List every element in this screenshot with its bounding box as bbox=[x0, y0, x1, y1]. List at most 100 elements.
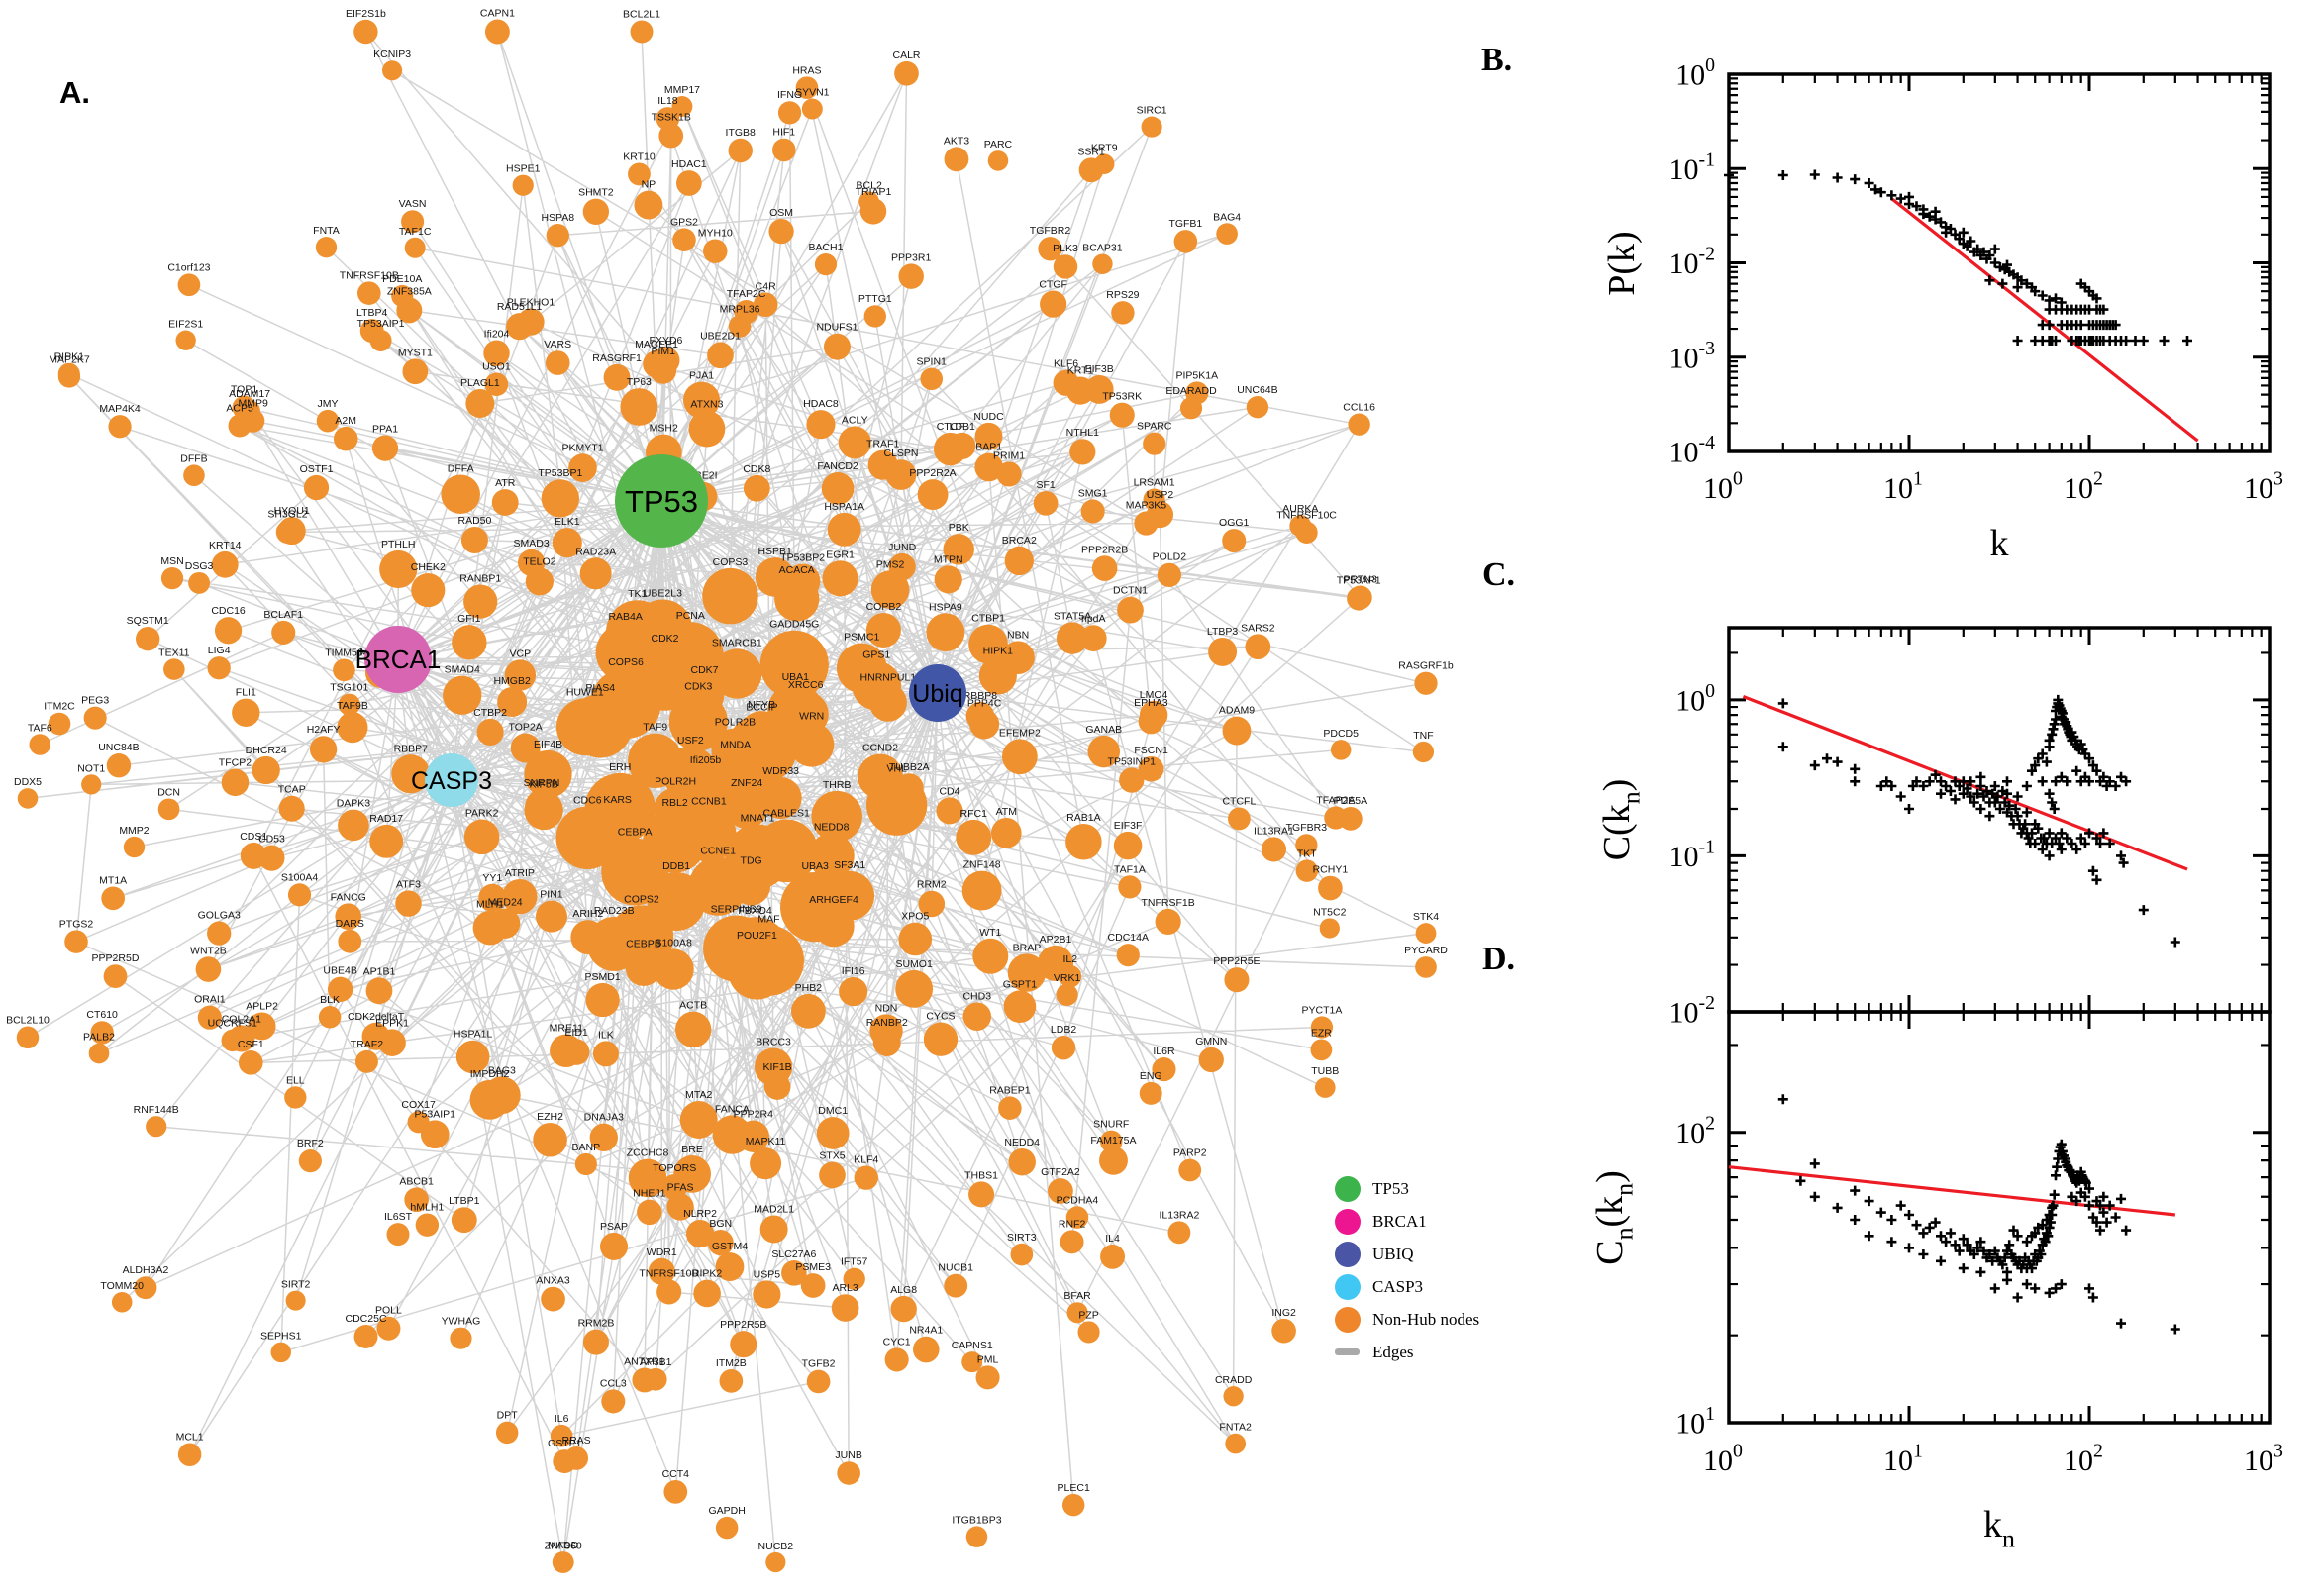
gene-node bbox=[719, 1369, 744, 1393]
gene-label: RNF2 bbox=[1059, 1218, 1086, 1230]
gene-node bbox=[1143, 432, 1166, 455]
gene-label: HMGB2 bbox=[493, 675, 531, 687]
hub-label-tp53: TP53 bbox=[625, 484, 698, 519]
gene-label: PLEKHO1 bbox=[507, 296, 556, 308]
gene-label: NFYB bbox=[748, 699, 775, 711]
gene-node bbox=[663, 1479, 688, 1504]
gene-node bbox=[1224, 967, 1250, 993]
gene-label: NHEJ1 bbox=[633, 1188, 665, 1200]
gene-label: CYCS bbox=[926, 1011, 955, 1023]
gene-label: POU2F1 bbox=[737, 930, 777, 942]
gene-node bbox=[333, 426, 358, 451]
gene-node bbox=[497, 687, 528, 717]
gene-label: CCT4 bbox=[662, 1468, 690, 1480]
gene-label: PDE10A bbox=[382, 273, 422, 285]
tick-label: 10-2 bbox=[1669, 244, 1715, 281]
gene-node bbox=[1138, 708, 1164, 735]
gene-label: COPS6 bbox=[608, 656, 644, 668]
gene-node bbox=[1053, 369, 1079, 396]
gene-node bbox=[1310, 1039, 1333, 1061]
gene-label: ALG8 bbox=[890, 1284, 917, 1296]
gene-node bbox=[402, 358, 429, 385]
gene-label: MMP9 bbox=[238, 397, 267, 409]
gene-node bbox=[318, 1006, 342, 1029]
gene-node bbox=[285, 1290, 306, 1311]
gene-node bbox=[806, 1369, 831, 1394]
gene-node bbox=[460, 526, 488, 554]
gene-node bbox=[806, 410, 836, 440]
gene-node bbox=[732, 866, 771, 906]
gene-label: YY1 bbox=[482, 872, 502, 884]
gene-label: ARL3 bbox=[832, 1282, 858, 1294]
gene-node bbox=[335, 903, 362, 930]
gene-label: NLRP2 bbox=[683, 1208, 717, 1220]
gene-label: POLR2B bbox=[715, 716, 756, 728]
gene-label: ELL bbox=[286, 1074, 305, 1086]
gene-node bbox=[17, 788, 39, 809]
legend-item-label: BRCA1 bbox=[1372, 1211, 1427, 1231]
gene-node bbox=[1216, 223, 1238, 245]
gene-node bbox=[843, 1267, 865, 1290]
gene-label: SUMO1 bbox=[895, 958, 933, 970]
gene-label: SMAD3 bbox=[514, 538, 550, 549]
gene-label: EID1 bbox=[564, 1027, 588, 1039]
legend-item: BRCA1 bbox=[1335, 1205, 1479, 1238]
gene-node bbox=[443, 675, 482, 715]
gene-label: ADAM17 bbox=[229, 388, 270, 400]
gene-node bbox=[546, 224, 569, 248]
panel-c-plot: 10-2 10-1 100 C(kn) bbox=[1596, 626, 2272, 1030]
gene-node bbox=[728, 941, 786, 1000]
gene-node bbox=[221, 768, 250, 797]
gene-label: FNTA2 bbox=[1219, 1422, 1252, 1434]
gene-label: GFI1 bbox=[457, 613, 480, 625]
gene-label: HUWE1 bbox=[566, 686, 604, 698]
gene-node bbox=[574, 1152, 597, 1176]
gene-label: MYH10 bbox=[698, 227, 733, 239]
tick-label: 102 bbox=[2064, 468, 2103, 506]
gene-label: CHEK2 bbox=[411, 561, 446, 573]
gene-label: MAPK11 bbox=[746, 1136, 786, 1147]
gene-node bbox=[1117, 596, 1144, 624]
gene-node bbox=[465, 388, 495, 418]
gene-label: PIM1 bbox=[651, 346, 675, 357]
gene-label: PML bbox=[977, 1353, 999, 1365]
gene-node bbox=[556, 806, 620, 870]
gene-label: RANBP1 bbox=[459, 572, 501, 584]
gene-label: DCN bbox=[157, 786, 180, 798]
gene-node bbox=[1078, 157, 1104, 183]
gene-label: PPP2R2B bbox=[1081, 544, 1128, 555]
gene-node bbox=[451, 1207, 477, 1234]
gene-node bbox=[207, 921, 232, 946]
gene-node bbox=[258, 845, 285, 871]
gene-node bbox=[1100, 1244, 1125, 1269]
gene-label: VCP bbox=[510, 648, 532, 659]
gene-node bbox=[1157, 562, 1182, 587]
gene-node bbox=[252, 755, 280, 785]
gene-node bbox=[827, 512, 861, 547]
gene-label: KRT9 bbox=[1091, 142, 1118, 153]
gene-node bbox=[653, 948, 694, 990]
gene-label: AP3B1 bbox=[640, 1356, 672, 1368]
gene-node bbox=[1038, 237, 1062, 261]
gene-node bbox=[382, 60, 403, 81]
gene-node bbox=[702, 567, 758, 625]
gene-label: PJA1 bbox=[689, 370, 714, 382]
gene-label: NBN bbox=[1007, 629, 1029, 641]
gene-label: SF3A1 bbox=[834, 859, 865, 871]
gene-node bbox=[64, 930, 88, 953]
gene-node bbox=[228, 1025, 255, 1052]
gene-label: KRT1 bbox=[1067, 364, 1094, 376]
gene-node bbox=[504, 659, 537, 691]
gene-node bbox=[625, 949, 662, 987]
gene-label: DPT bbox=[497, 1410, 519, 1422]
gene-node bbox=[568, 453, 597, 482]
gene-node bbox=[365, 977, 393, 1005]
gene-label: RNF144B bbox=[134, 1104, 179, 1116]
gene-node bbox=[81, 774, 102, 795]
gene-node bbox=[337, 712, 368, 744]
gene-node bbox=[634, 190, 663, 220]
gene-label: IL2 bbox=[1062, 953, 1077, 965]
gene-label: A2M bbox=[335, 415, 356, 427]
tick-label: 101 bbox=[1883, 1441, 1923, 1478]
